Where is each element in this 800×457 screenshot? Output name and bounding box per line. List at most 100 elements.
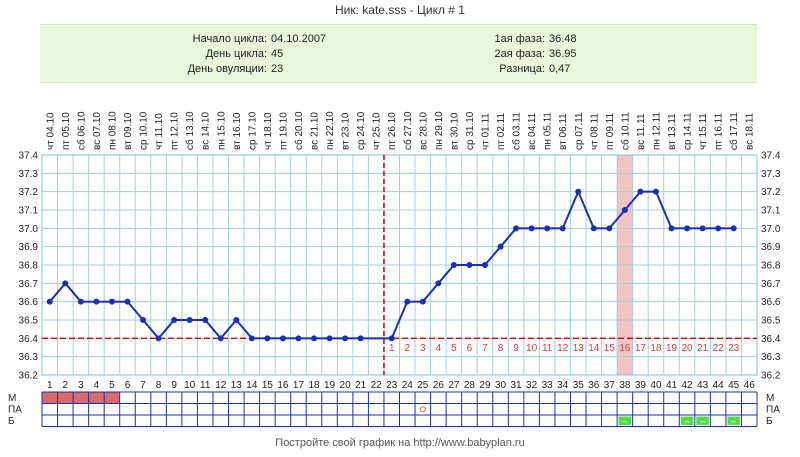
luteal-day-label: 4 [436,343,442,354]
day-number-label: 45 [728,380,740,391]
date-label: вс 28.10 [418,112,429,150]
y-tick-label-left: 36.8 [19,261,39,272]
luteal-day-label: 17 [635,343,647,354]
day-number-label: 29 [479,380,491,391]
date-label: ср 24.10 [356,111,367,150]
temperature-line-segment [499,227,517,248]
day-number-label: 24 [402,380,414,391]
day-number-label: 44 [713,380,725,391]
cycle-day-label: День цикла: [205,48,267,60]
ovulation-day-label: День овуляции: [187,63,267,75]
date-label: ср 07.11 [574,112,585,150]
luteal-day-label: 20 [681,343,693,354]
menses-cell [73,392,89,404]
day-number-label: 4 [94,380,100,391]
temperature-point [730,225,737,232]
luteal-day-label: 7 [482,343,488,354]
day-number-label: 31 [511,380,523,391]
luteal-day-label: 21 [697,343,709,354]
phase1-value: 36.48 [549,33,577,45]
temperature-point [264,335,271,342]
y-tick-label-right: 37.2 [761,187,781,198]
day-number-label: 30 [495,380,507,391]
day-number-label: 37 [604,380,616,391]
bbt-chart: 37.4 37.4 37.3 37.3 37.2 37.2 37.1 37.1 37.0 37.0… [8,111,781,427]
date-label: пт 16.11 [714,113,725,150]
y-tick-label-left: 36.2 [19,371,39,382]
temperature-point [186,317,193,323]
temperature-line-segment [142,319,160,339]
y-tick-label-right: 36.3 [761,352,781,363]
date-label: сб 06.10 [75,111,87,150]
temperature-point [497,243,504,250]
footer-link-text: Постройте свой график на http://www.baby… [275,437,525,449]
date-label: чт 11.10 [154,113,165,150]
cycle-day-value: 45 [271,48,284,60]
temperature-point [140,317,147,323]
y-tick-label-right: 36.4 [761,334,781,345]
date-label: ср 31.10 [465,111,476,150]
temperature-point [155,335,162,342]
y-tick-label-right: 36.8 [761,261,781,272]
day-number-label: 2 [63,380,69,391]
day-number-label: 32 [526,380,538,391]
day-number-label: 19 [324,380,336,391]
moon-icon [232,157,240,171]
temperature-point [93,298,100,305]
date-label: пт 19.10 [278,112,289,150]
date-label: чт 04.10 [45,112,56,150]
luteal-day-label: 23 [728,343,740,354]
temperature-line-segment [577,191,595,229]
temperature-point [46,298,53,305]
temperature-line-segment [608,209,626,229]
temperature-line-segment [484,246,502,266]
cycle-start-value: 04.10.2007 [271,33,327,45]
date-label: чт 08.11 [589,113,600,150]
temperature-point [404,298,411,305]
temperature-line-segment [655,191,673,229]
date-label: пн 29.10 [434,111,445,150]
temperature-point [77,298,84,305]
y-tick-label-left: 36.7 [19,279,39,290]
test-marker-symbol: – [700,416,705,426]
date-label: пт 26.10 [387,112,398,150]
temperature-point [202,317,209,323]
y-tick-label-left: 36.6 [19,297,39,308]
date-label: вс 18.11 [745,112,756,150]
day-number-label: 15 [262,380,274,391]
temperature-point [342,335,349,342]
date-label: сб 13.10 [184,111,196,150]
temperature-point [217,335,224,342]
row-label-right: ПА [766,405,780,416]
day-number-label: 43 [697,380,709,391]
date-label: пн 05.11 [543,112,554,150]
row-label-left: ПА [8,405,22,416]
temperature-line-segment [561,191,580,229]
moon-shape [667,157,675,171]
day-number-label: 40 [650,380,662,391]
phase1-label: 1ая фаза: [494,33,545,45]
menses-cell [88,392,105,404]
moon-icon [667,157,675,171]
day-number-label: 11 [200,380,211,391]
phase2-value: 36.95 [549,48,577,60]
day-number-label: 13 [231,380,243,391]
temperature-point [637,188,644,195]
date-label: сб 27.10 [402,111,414,150]
date-label: ср 17.10 [247,111,258,150]
date-label: вт 09.10 [123,112,134,150]
temperature-point [435,280,442,287]
temperature-line-segment [157,319,175,339]
temperature-line-segment [437,264,455,284]
luteal-day-label: 10 [526,343,538,354]
y-tick-label-left: 37.1 [19,206,39,217]
temperature-point [171,317,178,323]
temperature-point [606,225,613,232]
day-number-label: 16 [277,380,289,391]
day-number-label: 21 [355,380,367,391]
day-number-label: 38 [619,380,631,391]
y-tick-label-right: 37.4 [761,151,781,162]
temperature-point [544,225,551,232]
temperature-point [528,225,535,232]
day-number-label: 3 [78,380,84,391]
